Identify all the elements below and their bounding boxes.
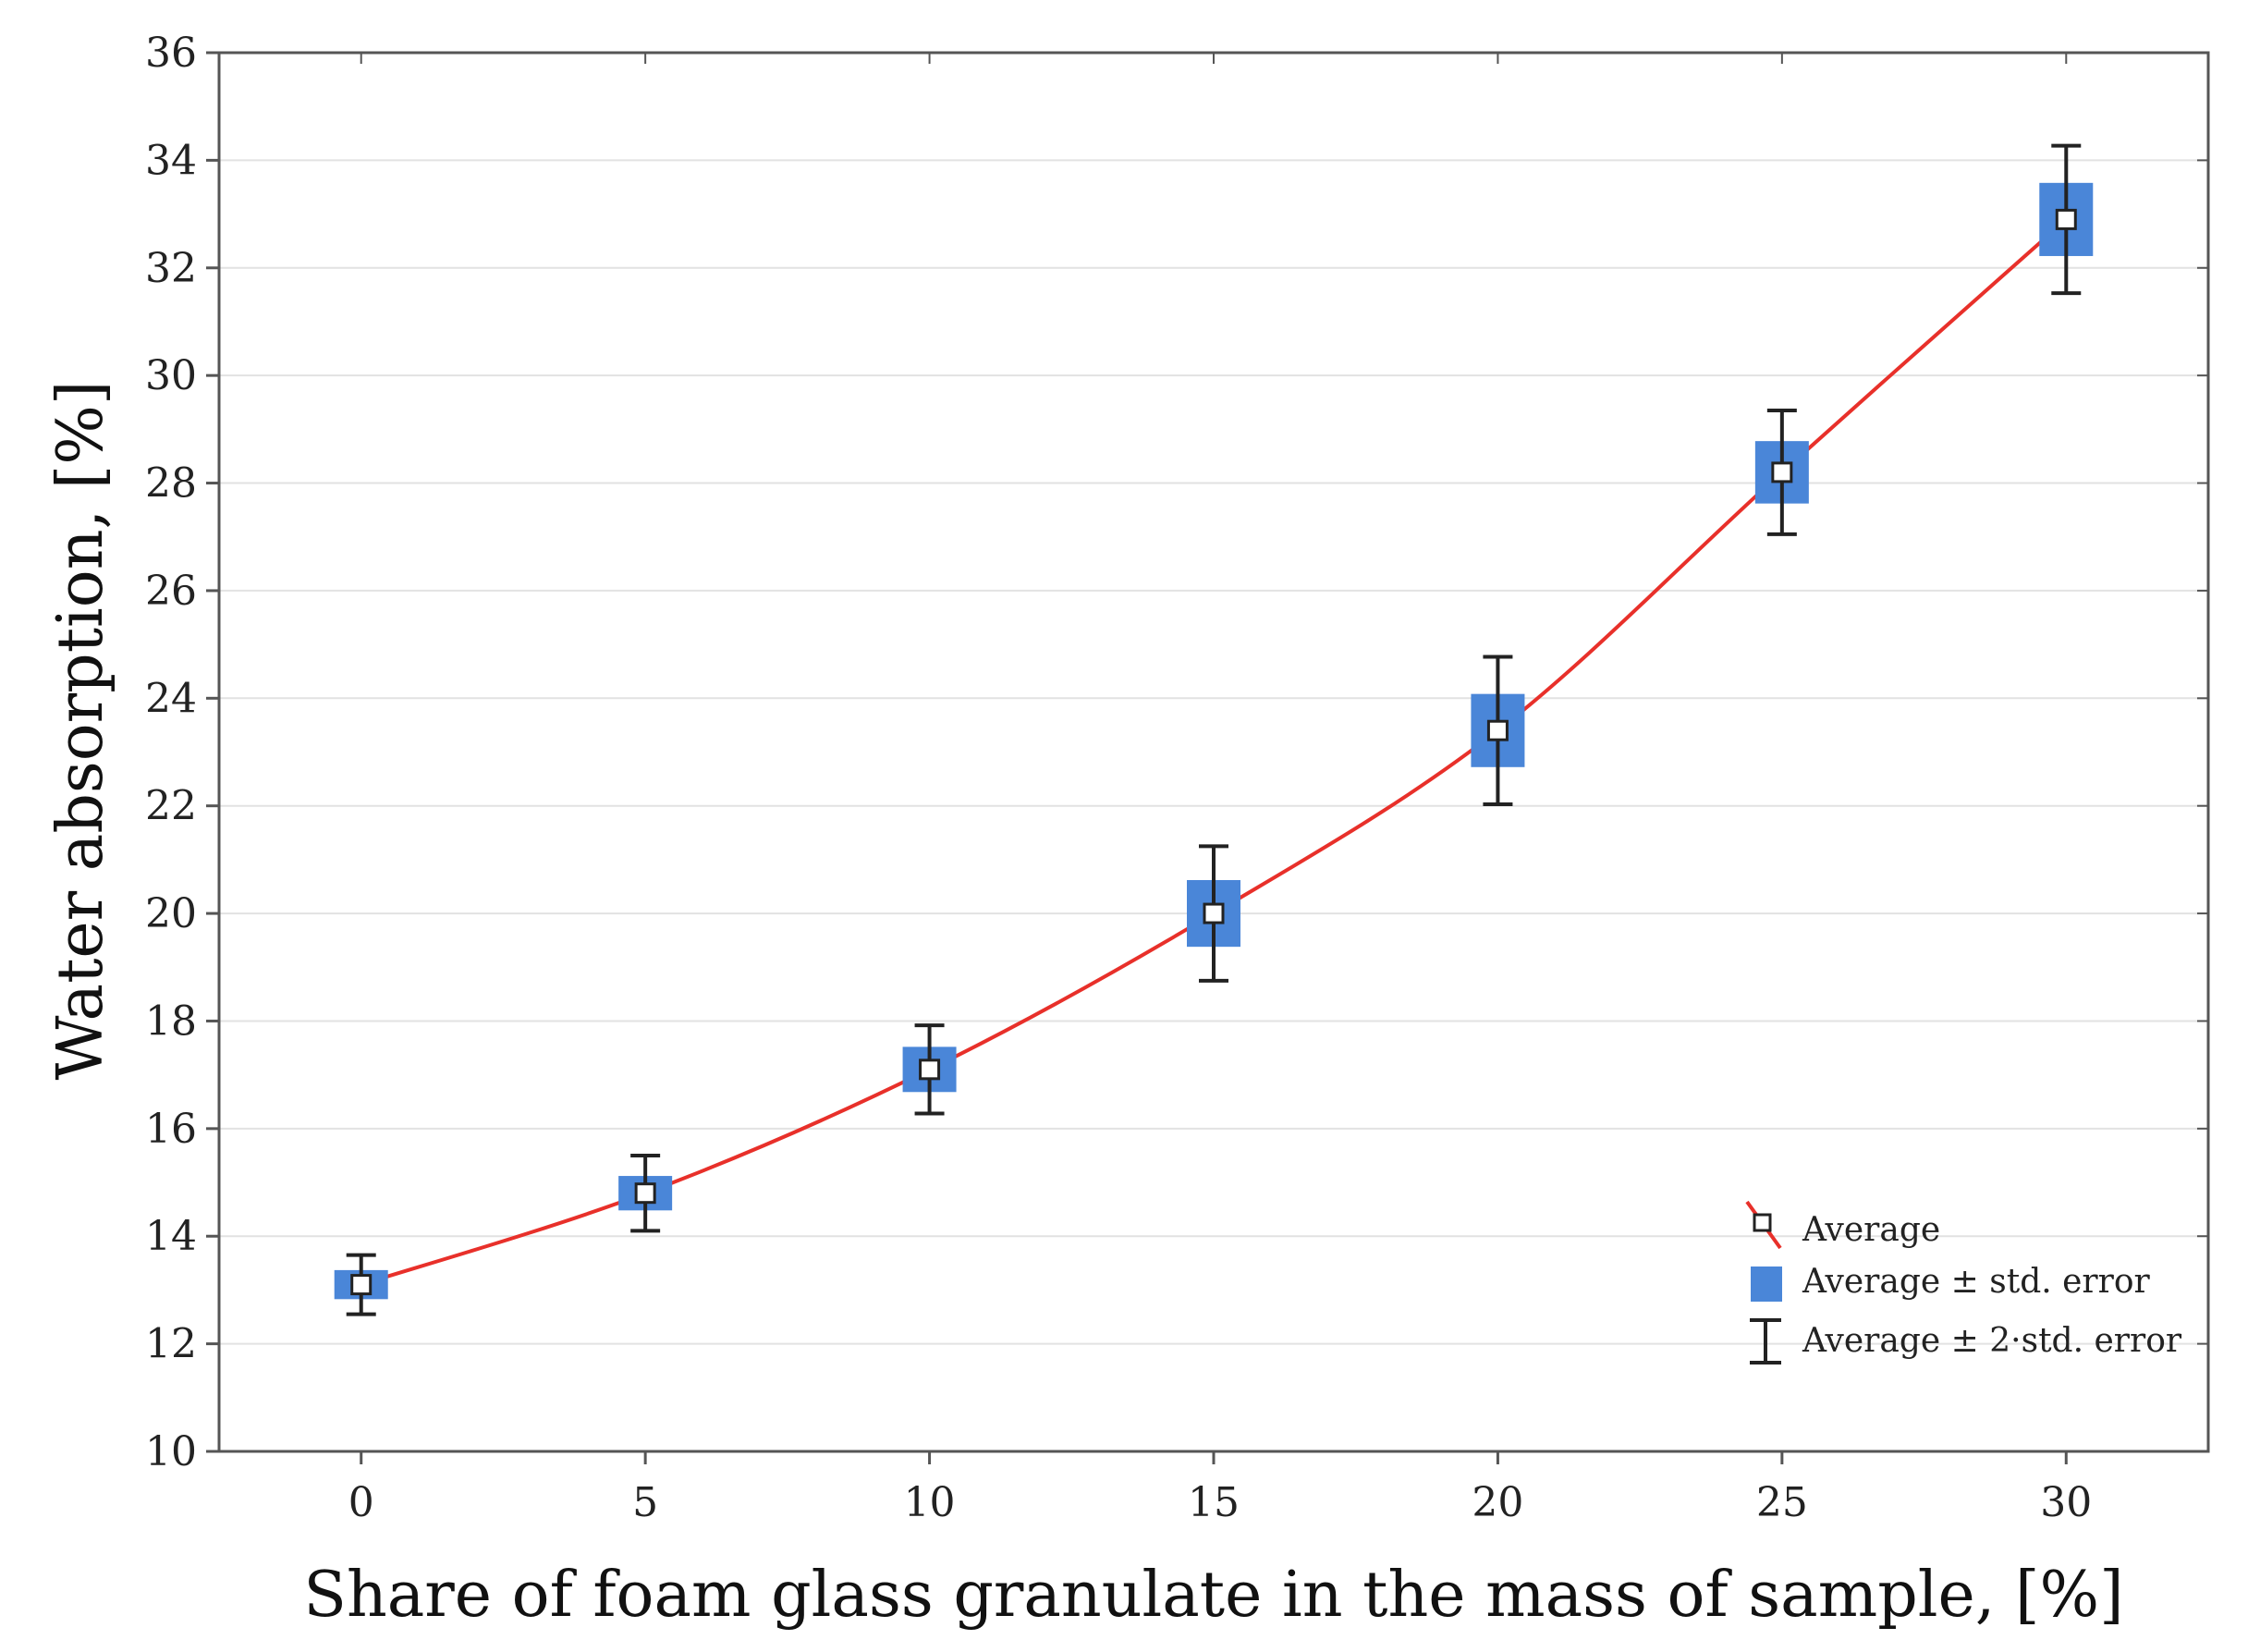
fit-curve-layer — [360, 217, 2068, 1287]
legend-label-two-std-error: Average ± 2·std. error — [1802, 1322, 2182, 1360]
average-marker-0 — [350, 1274, 373, 1296]
y-tick-label-26: 26 — [145, 568, 197, 615]
data-point-20 — [1471, 655, 1525, 806]
y-tick-label-28: 28 — [145, 460, 197, 508]
data-points-layer — [334, 143, 2094, 1316]
legend: Average Average ± std. error Average ± 2… — [1745, 1200, 2182, 1364]
average-marker-15 — [1203, 902, 1225, 924]
y-tick-label-36: 36 — [145, 30, 197, 77]
y-tick-label-18: 18 — [145, 997, 197, 1045]
legend-two-std-error-key — [1750, 1318, 1781, 1364]
grid-lines — [219, 159, 2208, 1345]
x-tick-label-10: 10 — [904, 1479, 956, 1526]
legend-std-error-key — [1751, 1267, 1782, 1302]
y-tick-label-30: 30 — [145, 352, 197, 399]
y-tick-label-14: 14 — [145, 1213, 197, 1260]
data-point-30 — [2039, 143, 2094, 296]
data-point-15 — [1187, 844, 1240, 983]
average-marker-10 — [919, 1059, 941, 1081]
average-marker-30 — [2055, 208, 2077, 230]
y-tick-label-22: 22 — [145, 783, 197, 830]
data-point-0 — [334, 1253, 388, 1316]
legend-label-std-error: Average ± std. error — [1802, 1263, 2151, 1301]
x-tick-label-0: 0 — [348, 1479, 374, 1526]
legend-average-key — [1745, 1200, 1782, 1250]
x-tick-label-30: 30 — [2040, 1479, 2092, 1526]
y-tick-label-32: 32 — [145, 245, 197, 292]
y-tick-label-12: 12 — [145, 1321, 197, 1368]
data-point-5 — [618, 1153, 673, 1233]
x-axis-ticks: 0 5 10 15 20 25 30 — [348, 53, 2092, 1526]
x-tick-label-15: 15 — [1188, 1479, 1240, 1526]
fit-curve — [360, 217, 2068, 1287]
average-marker-5 — [634, 1182, 656, 1205]
x-tick-label-5: 5 — [632, 1479, 658, 1526]
data-point-10 — [902, 1023, 957, 1116]
y-tick-label-34: 34 — [145, 137, 197, 184]
x-tick-label-20: 20 — [1472, 1479, 1523, 1526]
average-marker-20 — [1486, 719, 1509, 741]
y-tick-label-24: 24 — [145, 675, 197, 722]
y-tick-label-16: 16 — [145, 1106, 197, 1153]
x-axis-title: Share of foam glass granulate in the mas… — [303, 1559, 2123, 1632]
y-tick-label-10: 10 — [145, 1428, 197, 1475]
x-tick-label-25: 25 — [1756, 1479, 1808, 1526]
legend-label-average: Average — [1802, 1211, 1940, 1249]
y-axis-ticks: 10 12 14 16 18 20 22 24 26 28 30 32 34 36 — [145, 30, 2208, 1475]
y-axis-title: Water absorption, [%] — [44, 381, 117, 1081]
average-marker-25 — [1771, 461, 1793, 483]
y-tick-label-20: 20 — [145, 890, 197, 937]
data-point-25 — [1754, 408, 1809, 536]
